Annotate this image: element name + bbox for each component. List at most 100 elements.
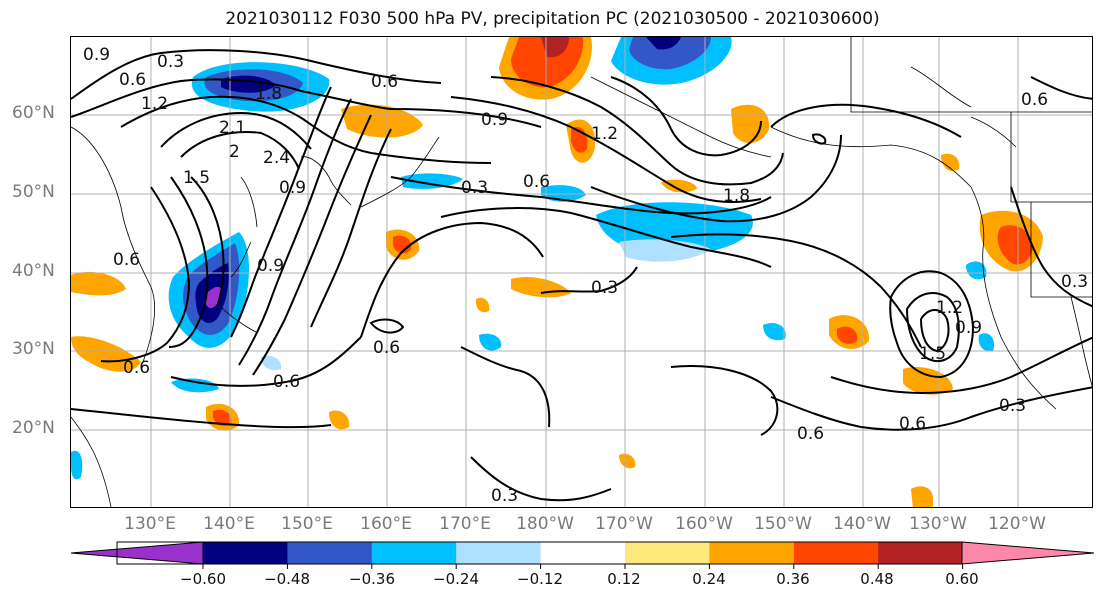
contour-label: 0.6: [123, 358, 150, 378]
pv-contour: [460, 346, 551, 428]
lon-label: 180°W: [516, 514, 574, 534]
colorbar-extend-high: [961, 541, 1095, 565]
contour-label: 0.6: [523, 172, 550, 192]
pv-contour: [71, 408, 332, 429]
precip-blob: [204, 286, 221, 309]
coastline: [910, 66, 1017, 148]
contour-label: 0.6: [273, 372, 300, 392]
colorbar-bin: [878, 542, 964, 564]
pv-contour: [889, 270, 975, 379]
precip-blob: [619, 453, 636, 469]
lon-label: 170°W: [595, 514, 653, 534]
precip-blob: [941, 153, 960, 172]
colorbar-tick-label: 0.12: [607, 570, 641, 588]
precip-blob: [837, 326, 858, 344]
lat-label: 30°N: [12, 339, 55, 359]
colorbar-tick-label: −0.48: [264, 570, 310, 588]
pv-contour: [490, 76, 784, 186]
precip-blob: [629, 37, 711, 70]
colorbar-tick-label: −0.24: [433, 570, 479, 588]
pv-contour: [919, 309, 950, 353]
colorbar-tick-label: −0.36: [349, 570, 395, 588]
map-canvas: 0.9 0.3 0.6 1.2 1.8 2.1 2 1.5 2.4 0.9 0.…: [71, 37, 1092, 507]
precip-blob: [71, 450, 83, 480]
precip-blob: [171, 378, 219, 393]
pv-contour: [905, 292, 960, 363]
pv-contour: [168, 176, 209, 348]
coastline: [590, 76, 772, 158]
contour-label: 0.3: [999, 396, 1026, 416]
precip-blob: [646, 37, 681, 50]
pv-contour: [670, 365, 779, 436]
contour-label: 0.3: [1061, 272, 1088, 292]
colorbar-bin: [540, 542, 626, 564]
coastline: [770, 126, 972, 188]
contour-label: 0.9: [481, 110, 508, 130]
pv-contour: [440, 207, 772, 268]
coastline: [71, 126, 156, 368]
lat-label: 20°N: [12, 418, 55, 438]
pv-contour: [230, 86, 332, 338]
pv-contour: [770, 386, 1092, 431]
contour-label: 1.2: [141, 94, 168, 114]
lat-label: 50°N: [12, 182, 55, 202]
precip-blob: [997, 225, 1033, 265]
contour-label: 0.3: [461, 178, 488, 198]
pv-contours: [71, 49, 1092, 502]
pv-contour: [252, 114, 372, 376]
lon-label: 140°W: [833, 514, 891, 534]
pv-contour: [160, 111, 312, 150]
precip-blob: [731, 104, 770, 144]
pv-contour: [170, 336, 362, 387]
lon-label: 130°E: [124, 514, 176, 534]
contour-label: 0.6: [1021, 90, 1048, 110]
contour-label: 2.4: [263, 148, 290, 168]
coastlines: [71, 37, 1092, 507]
colorbar-tick-label: −0.60: [180, 570, 226, 588]
pv-contour: [310, 128, 392, 328]
contour-label: 0.6: [113, 250, 140, 270]
precip-blob: [475, 297, 490, 313]
precip-blob: [911, 486, 933, 507]
colorbar-outline: [116, 541, 963, 565]
contour-label: 0.3: [491, 486, 518, 506]
precip-blob: [479, 333, 502, 351]
pv-contour: [670, 233, 922, 348]
colorbar-bin: [709, 542, 795, 564]
colorbar-bin: [625, 542, 710, 564]
colorbar-tick-label: 0.60: [945, 570, 979, 588]
coastline: [970, 186, 1057, 410]
coastline: [240, 176, 258, 228]
map-title: 2021030112 F030 500 hPa PV, precipitatio…: [225, 9, 880, 29]
colorbar-bins: [70, 541, 1095, 569]
pv-contour: [238, 98, 352, 366]
precip-blob: [71, 336, 141, 372]
coastline: [1070, 296, 1092, 387]
precip-negative-shading: [71, 37, 995, 480]
contour-label: 1.8: [255, 84, 282, 104]
lon-label: 150°W: [754, 514, 812, 534]
pv-contour: [190, 176, 225, 308]
contour-label-layer: 0.9 0.3 0.6 1.2 1.8 2.1 2 1.5 2.4 0.9 0.…: [83, 45, 1088, 506]
lon-label: 150°E: [281, 514, 333, 534]
pv-contour: [369, 318, 405, 334]
contour-label: 0.3: [591, 278, 618, 298]
contour-label: 2.1: [219, 118, 246, 138]
pv-contour: [540, 266, 638, 294]
map-panel[interactable]: 0.9 0.3 0.6 1.2 1.8 2.1 2 1.5 2.4 0.9 0.…: [70, 36, 1093, 508]
pv-contour: [590, 134, 842, 223]
pv-contour: [1010, 186, 1092, 308]
colorbar-bin: [793, 542, 879, 564]
lon-label: 130°W: [909, 514, 967, 534]
precip-blob: [903, 367, 953, 395]
contour-label: 1.5: [919, 344, 946, 364]
pv-contour: [180, 131, 300, 170]
pv-contour: [120, 95, 492, 164]
colorbar-tick-label: 0.36: [776, 570, 810, 588]
contour-label: 0.3: [157, 52, 184, 72]
pv-contour: [71, 49, 442, 100]
colorbar-bin: [203, 542, 288, 564]
contour-label: 1.2: [936, 298, 963, 318]
precip-blob: [661, 179, 697, 193]
